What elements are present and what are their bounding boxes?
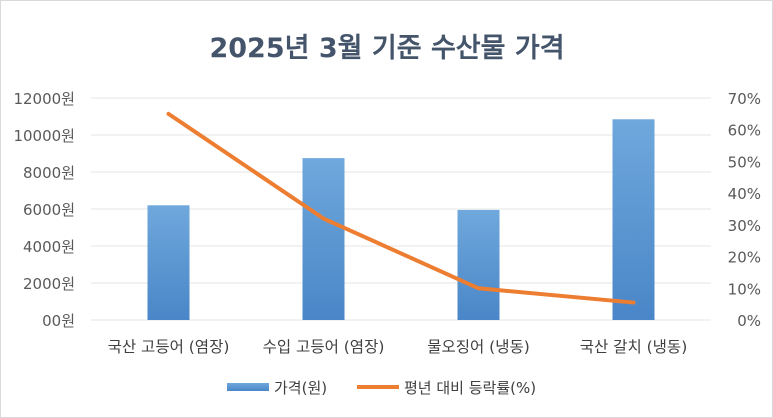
line-path [166, 111, 636, 305]
left-axis: 00원 2000원 4000원 6000원 8000원 10000원 12000원 [13, 90, 75, 330]
category-label: 수입 고등어 (염장) [263, 338, 385, 356]
category-label: 국산 갈치 (냉동) [580, 338, 688, 356]
legend-swatch-bar [227, 383, 269, 391]
left-tick-label: 2000원 [23, 275, 75, 293]
right-tick-label: 0% [737, 312, 761, 330]
bar-4 [612, 119, 655, 321]
line-point-1 [167, 112, 170, 116]
left-tick-label: 00원 [42, 312, 75, 330]
right-tick-label: 30% [728, 217, 761, 235]
legend-label-bar: 가격(원) [274, 379, 327, 397]
category-label: 물오징어 (냉동) [427, 338, 530, 356]
line-series [166, 111, 636, 305]
left-tick-label: 4000원 [23, 238, 75, 256]
right-axis: 0% 10% 20% 30% 40% 50% 60% 70% [728, 90, 761, 330]
right-tick-label: 70% [728, 90, 761, 108]
legend-label-line: 평년 대비 등락률(%) [404, 379, 536, 397]
line-point-3 [477, 286, 480, 290]
bar-series [147, 119, 655, 321]
right-tick-label: 60% [728, 122, 761, 140]
right-tick-label: 50% [728, 153, 761, 171]
left-tick-label: 6000원 [23, 201, 75, 219]
left-tick-label: 8000원 [23, 164, 75, 182]
bar-1 [147, 205, 190, 320]
category-label: 국산 고등어 (염장) [108, 338, 230, 356]
right-tick-label: 20% [728, 249, 761, 267]
right-tick-label: 40% [728, 185, 761, 203]
left-tick-label: 10000원 [13, 127, 75, 145]
left-tick-label: 12000원 [13, 90, 75, 108]
bar-2 [302, 158, 345, 320]
category-axis: 국산 고등어 (염장) 수입 고등어 (염장) 물오징어 (냉동) 국산 갈치 (냉동… [108, 338, 688, 356]
chart-title: 2025년 3월 기준 수산물 가격 [209, 33, 564, 64]
bar-3 [457, 209, 500, 320]
legend: 가격(원) 평년 대비 등락률(%) [227, 379, 536, 397]
line-point-2 [322, 217, 325, 221]
gridlines [91, 97, 711, 321]
right-tick-label: 10% [728, 280, 761, 298]
line-point-4 [632, 301, 635, 305]
